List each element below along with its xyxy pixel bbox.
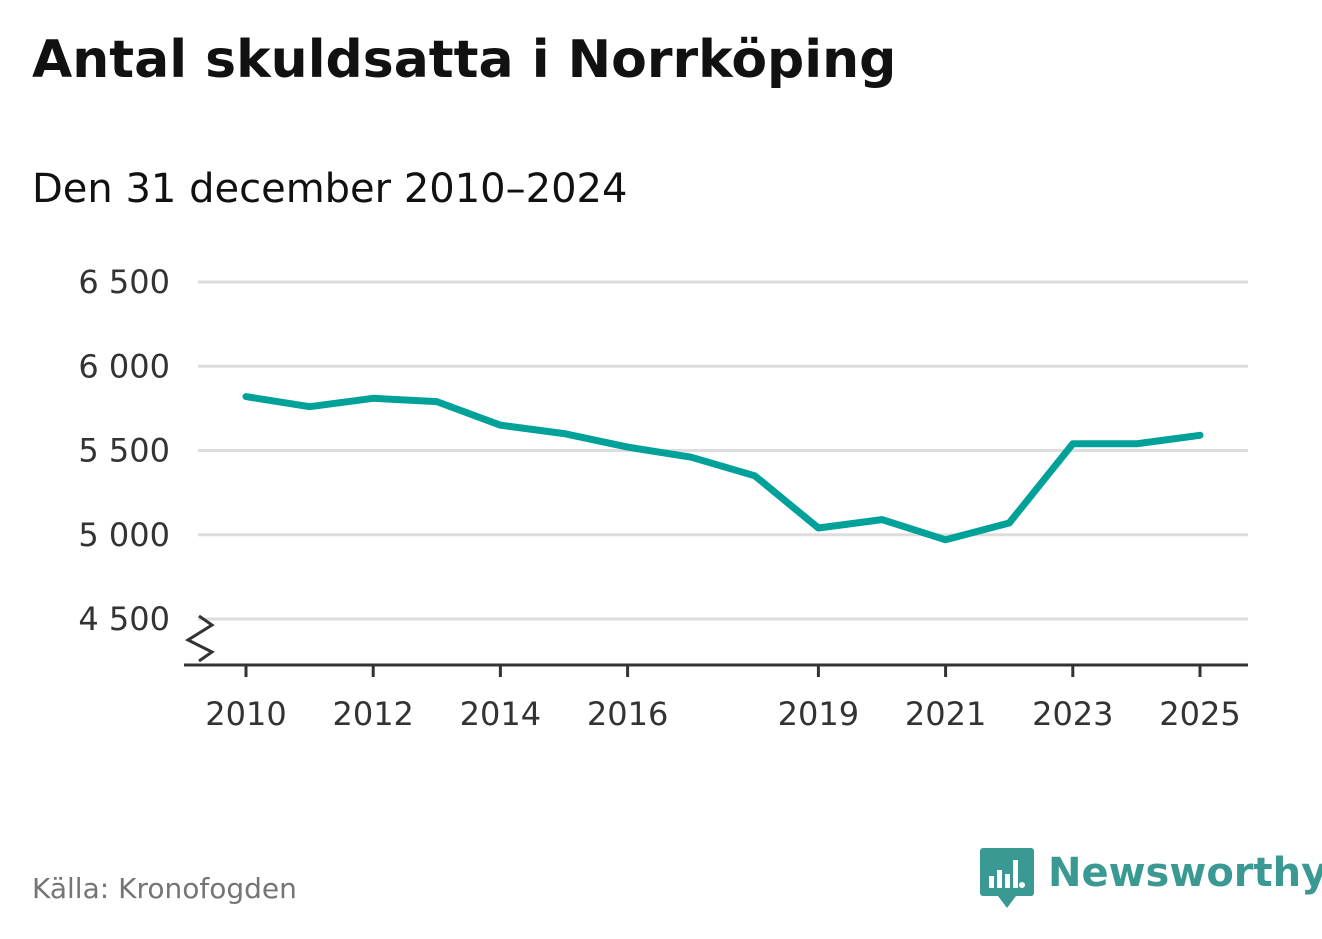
x-axis-ticks: 2010 2012 2014 2016 2019 2021 2023 2025 [205,665,1241,733]
gridlines [198,280,1248,621]
chart-subtitle: Den 31 december 2010–2024 [32,166,628,212]
brand-name: Newsworthy [1048,850,1322,896]
series [242,393,1204,544]
y-axis-ticks: 4 500 5 000 5 500 6 000 6 500 [78,263,170,638]
y-tick-label: 6 000 [78,347,170,385]
y-tick-label: 4 500 [78,600,170,638]
x-tick-label: 2012 [332,695,413,733]
chart-title: Antal skuldsatta i Norrköping [32,30,897,90]
series-line [242,393,1204,544]
x-axis [184,614,1248,667]
y-tick-label: 6 500 [78,263,170,301]
axis-break-mark [184,614,215,663]
x-tick-label: 2021 [905,695,986,733]
x-tick-label: 2016 [587,695,668,733]
source-note: Källa: Kronofogden [32,872,297,905]
x-tick-label: 2019 [778,695,859,733]
y-tick-label: 5 500 [78,432,170,470]
x-tick-label: 2010 [205,695,286,733]
x-tick-label: 2023 [1032,695,1113,733]
brand: Newsworthy [980,848,1322,910]
y-tick-label: 5 000 [78,516,170,554]
x-tick-label: 2025 [1159,695,1240,733]
newsworthy-logo-icon [980,848,1034,908]
x-tick-label: 2014 [460,695,541,733]
